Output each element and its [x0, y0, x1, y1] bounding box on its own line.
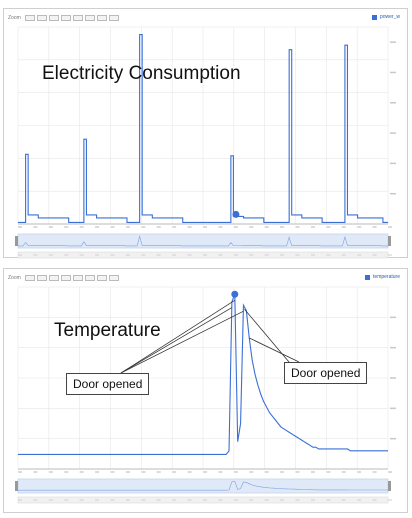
- zoom-button[interactable]: [48, 275, 59, 281]
- zoom-label: Zoom: [8, 15, 21, 21]
- navigator: [17, 478, 389, 494]
- temperature-chart-svg: [15, 286, 396, 504]
- navigator-series: [18, 481, 388, 491]
- electricity-chart-panel: Zoom power_w Electricity Consumption: [3, 8, 408, 259]
- series-line: [18, 34, 388, 224]
- navigator-handle: [15, 236, 18, 246]
- electricity-chart-svg: [15, 26, 396, 259]
- series-legend[interactable]: temperature: [365, 274, 403, 280]
- navigator-handle: [15, 481, 18, 491]
- temperature-chart-panel: Zoom temperature Temperature Door opened…: [3, 268, 408, 513]
- series-line: [18, 294, 388, 455]
- legend-label: power_w: [379, 14, 400, 20]
- zoom-button[interactable]: [96, 275, 107, 281]
- highlight-marker: [232, 210, 240, 218]
- chart-title: Temperature: [54, 320, 161, 341]
- zoom-button[interactable]: [108, 15, 119, 21]
- annotation-arrow: [120, 299, 236, 374]
- navigator-handle: [388, 481, 391, 491]
- zoom-button[interactable]: [36, 15, 47, 21]
- navigator-handle: [388, 236, 391, 246]
- legend-label: temperature: [373, 274, 400, 280]
- zoom-toolbar: Zoom: [8, 13, 119, 23]
- zoom-button[interactable]: [60, 15, 71, 21]
- annotation-arrow: [249, 337, 300, 363]
- zoom-button[interactable]: [72, 15, 83, 21]
- zoom-button[interactable]: [24, 15, 35, 21]
- zoom-toolbar: Zoom: [8, 273, 119, 283]
- legend-marker-icon: [365, 274, 371, 280]
- zoom-button[interactable]: [24, 275, 35, 281]
- navigator-series: [18, 235, 388, 247]
- zoom-button[interactable]: [84, 275, 95, 281]
- zoom-button[interactable]: [48, 15, 59, 21]
- zoom-button[interactable]: [96, 15, 107, 21]
- zoom-button[interactable]: [108, 275, 119, 281]
- annotation-arrow: [120, 307, 233, 374]
- series-legend[interactable]: power_w: [371, 14, 403, 20]
- highlight-marker: [231, 290, 239, 298]
- zoom-button[interactable]: [60, 275, 71, 281]
- zoom-button[interactable]: [36, 275, 47, 281]
- annotation-arrow: [120, 310, 244, 374]
- door-opened-callout: Door opened: [284, 362, 368, 384]
- chart-title: Electricity Consumption: [42, 63, 241, 84]
- door-opened-callout: Door opened: [66, 373, 150, 395]
- zoom-button[interactable]: [72, 275, 83, 281]
- zoom-label: Zoom: [8, 275, 21, 281]
- zoom-button[interactable]: [84, 15, 95, 21]
- legend-marker-icon: [371, 14, 377, 20]
